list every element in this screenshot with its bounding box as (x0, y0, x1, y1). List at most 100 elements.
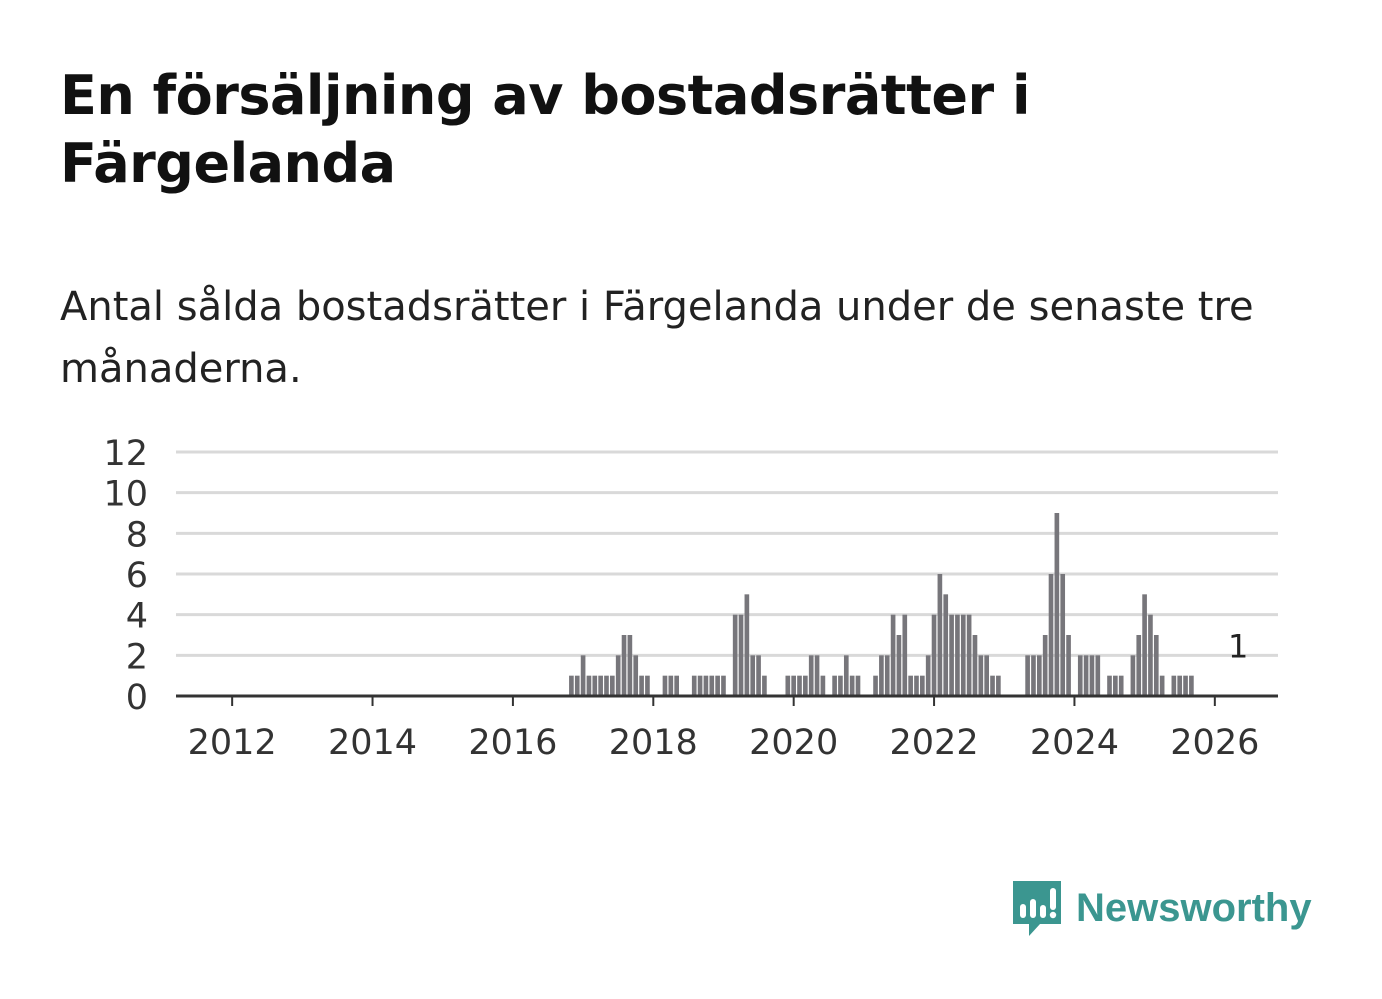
bar (996, 675, 1001, 696)
bar (896, 635, 902, 696)
bar (832, 675, 837, 696)
bar (610, 675, 615, 696)
bar (1118, 675, 1124, 696)
bar (960, 614, 966, 696)
bar (820, 675, 826, 696)
x-tick-label: 2022 (890, 723, 979, 763)
bar (750, 655, 756, 696)
bar (1036, 655, 1042, 696)
bar (1077, 655, 1083, 696)
bar (756, 655, 761, 696)
bar (1153, 635, 1159, 696)
bar (785, 675, 791, 696)
bar (662, 675, 668, 696)
bar (966, 614, 972, 696)
bar (645, 675, 650, 696)
bar (1066, 635, 1071, 696)
bar (925, 655, 931, 696)
bar (1095, 655, 1101, 696)
bar (808, 655, 814, 696)
bar (715, 675, 720, 696)
bar (762, 675, 767, 696)
bar (1089, 655, 1095, 696)
bar (691, 675, 697, 696)
bar (1183, 675, 1188, 696)
x-tick-label: 2014 (328, 723, 417, 763)
bar (574, 675, 580, 696)
bar (1031, 655, 1036, 696)
x-tick-label: 2020 (749, 723, 838, 763)
bar (1048, 574, 1054, 696)
bar (1177, 675, 1183, 696)
bar (855, 675, 861, 696)
bar (744, 594, 750, 696)
bar (943, 594, 949, 696)
bar (797, 675, 802, 696)
bar (668, 675, 674, 696)
bar (1060, 574, 1066, 696)
bar (879, 655, 884, 696)
bar (1083, 655, 1089, 696)
x-tick-label: 2026 (1170, 723, 1259, 763)
y-tick-label: 8 (126, 515, 148, 555)
bar (902, 614, 908, 696)
bar (604, 675, 609, 696)
bar (1136, 635, 1142, 696)
highlight-data-label: 1 (1228, 628, 1248, 666)
y-tick-label: 6 (126, 556, 148, 596)
bar (978, 655, 984, 696)
bar (697, 675, 703, 696)
bar (937, 574, 943, 696)
bar (1130, 655, 1136, 696)
bar (621, 635, 627, 696)
chart-title: En försäljning av bostadsrätter i Färgel… (60, 64, 1030, 195)
bar (990, 675, 995, 696)
bar (732, 614, 738, 696)
bar (1025, 655, 1030, 696)
newsworthy-logo: Newsworthy (1010, 878, 1312, 938)
chart-subtitle: Antal sålda bostadsrätter i Färgelanda u… (60, 284, 1254, 392)
bar (972, 635, 978, 696)
bar (627, 635, 633, 696)
bar (709, 675, 715, 696)
bar (955, 614, 960, 696)
x-tick-label: 2016 (468, 723, 557, 763)
bar (849, 675, 855, 696)
bar (949, 614, 954, 696)
bar (931, 614, 937, 696)
bar (592, 675, 598, 696)
bar (1107, 675, 1112, 696)
bar (615, 655, 621, 696)
bar (639, 675, 644, 696)
bar (703, 675, 709, 696)
bar (674, 675, 679, 696)
newsworthy-logo-text: Newsworthy (1076, 885, 1312, 930)
bar (838, 675, 843, 696)
x-tick-label: 2024 (1030, 723, 1119, 763)
y-tick-label: 0 (126, 678, 148, 718)
bar (580, 655, 586, 696)
bar (814, 655, 820, 696)
bar (721, 675, 726, 696)
bar (1189, 675, 1194, 696)
bar (1042, 635, 1048, 696)
y-tick-label: 12 (103, 434, 148, 474)
bar (914, 675, 919, 696)
bar (803, 675, 808, 696)
bar (1159, 675, 1165, 696)
bar (1142, 594, 1147, 696)
y-tick-label: 10 (103, 475, 148, 515)
bar (890, 614, 896, 696)
y-tick-label: 4 (126, 597, 148, 637)
bar (1054, 513, 1060, 696)
bar (569, 675, 574, 696)
bar (586, 675, 592, 696)
bar (738, 614, 744, 696)
bar (1113, 675, 1118, 696)
newsworthy-logo-icon (1013, 881, 1061, 936)
x-tick-label: 2018 (609, 723, 698, 763)
bar (843, 655, 849, 696)
x-tick-label: 2012 (188, 723, 277, 763)
bar (873, 675, 878, 696)
